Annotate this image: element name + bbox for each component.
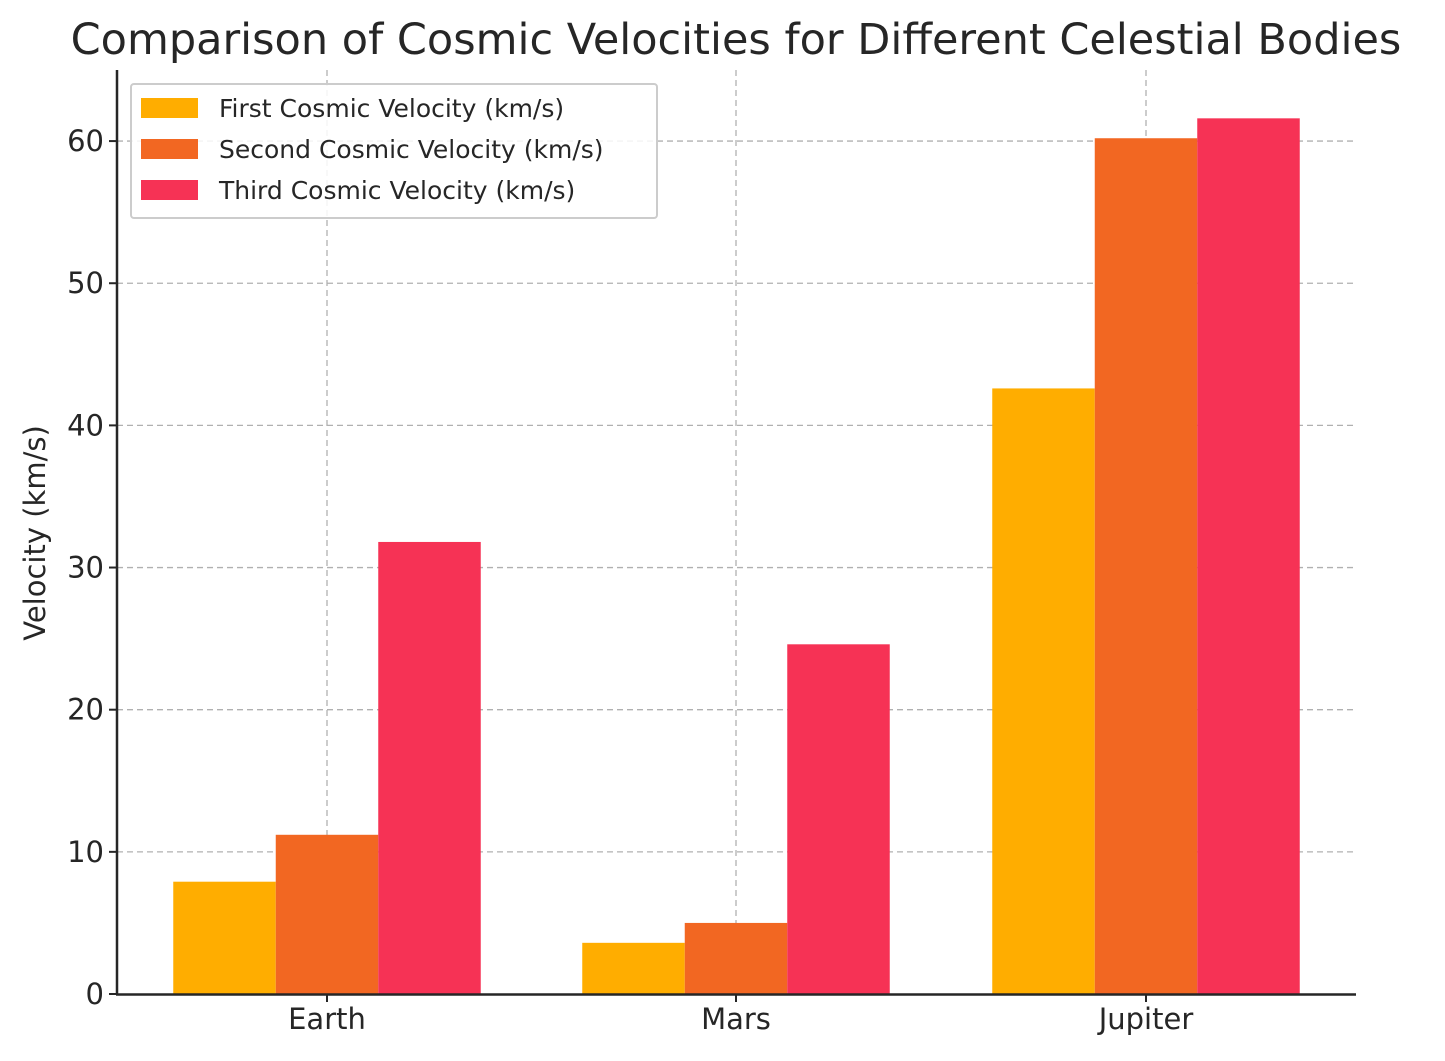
legend-label: First Cosmic Velocity (km/s) [219, 94, 564, 123]
bar [1197, 118, 1300, 995]
x-tick-label: Mars [701, 1002, 771, 1036]
y-tick-label: 40 [67, 408, 104, 442]
y-tick-label: 60 [67, 124, 104, 158]
y-tick-label: 0 [86, 977, 104, 1011]
x-tick-label: Earth [288, 1002, 366, 1036]
legend-label: Second Cosmic Velocity (km/s) [219, 135, 604, 164]
x-tick-label: Jupiter [1097, 1002, 1194, 1036]
chart-title: Comparison of Cosmic Velocities for Diff… [71, 15, 1402, 65]
bar [582, 942, 685, 994]
y-tick-label: 20 [67, 693, 104, 727]
y-axis-label: Velocity (km/s) [18, 425, 52, 641]
y-tick-label: 50 [67, 266, 104, 300]
bar [378, 541, 481, 994]
bar [684, 922, 788, 994]
bar [787, 644, 890, 994]
ticks: 0 10 20 30 40 50 60 Earth Mars Jupiter [67, 124, 1193, 1036]
bar [173, 881, 276, 994]
bar [1094, 138, 1198, 995]
legend-frame [130, 83, 658, 219]
legend-label: Third Cosmic Velocity (km/s) [218, 176, 575, 205]
legend-swatch [141, 98, 198, 118]
legend-swatch [141, 180, 198, 200]
y-tick-label: 30 [67, 551, 104, 585]
bar [992, 388, 1095, 994]
legend: First Cosmic Velocity (km/s) Second Cosmi… [130, 83, 658, 219]
legend-swatch [141, 139, 198, 159]
y-tick-label: 10 [67, 835, 104, 869]
bar [275, 834, 379, 994]
bars [173, 118, 1300, 995]
